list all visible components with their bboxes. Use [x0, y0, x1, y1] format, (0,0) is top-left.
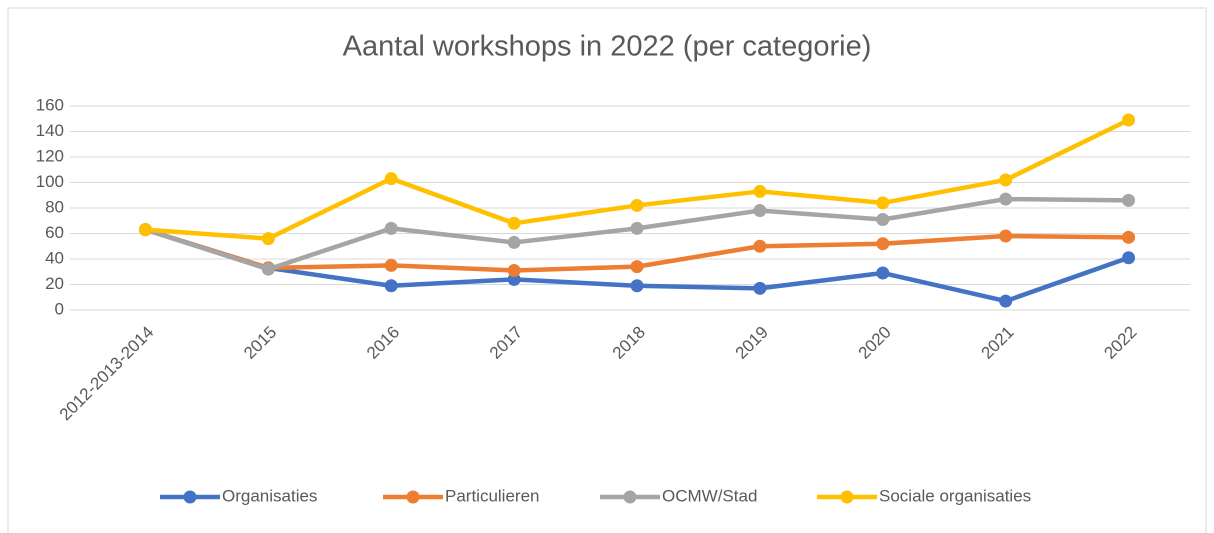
legend-label: Particulieren	[445, 486, 540, 505]
series-marker	[753, 239, 767, 253]
series-line	[145, 118, 1130, 241]
series-marker	[1122, 193, 1136, 207]
legend-label: Organisaties	[222, 486, 317, 505]
series-marker	[384, 258, 398, 272]
series-marker	[1122, 251, 1136, 265]
legend-label: OCMW/Stad	[662, 486, 757, 505]
series-marker	[630, 260, 644, 274]
y-tick-label: 80	[45, 197, 64, 216]
series-marker	[384, 279, 398, 293]
chart-title: Aantal workshops in 2022 (per categorie)	[343, 31, 872, 63]
series-marker	[261, 232, 275, 246]
y-tick-label: 40	[45, 248, 64, 267]
x-tick-label: 2018	[609, 323, 649, 363]
y-tick-label: 60	[45, 223, 64, 242]
x-tick-label: 2015	[240, 323, 280, 363]
series-marker	[876, 237, 890, 251]
series-marker	[507, 263, 521, 277]
series-marker	[753, 281, 767, 295]
series-marker	[630, 198, 644, 212]
x-tick-label: 2019	[732, 323, 772, 363]
chart-border	[7, 7, 1207, 533]
y-tick-label: 160	[36, 95, 64, 114]
series-marker	[507, 216, 521, 230]
legend-marker	[183, 490, 197, 504]
legend-marker	[406, 490, 420, 504]
legend-label: Sociale organisaties	[879, 486, 1031, 505]
series-marker	[1122, 113, 1136, 127]
series-marker	[384, 221, 398, 235]
series-marker	[753, 204, 767, 218]
x-tick-label: 2012-2013-2014	[56, 323, 158, 425]
series-marker	[999, 294, 1013, 308]
series-marker	[999, 173, 1013, 187]
y-tick-label: 20	[45, 274, 64, 293]
series-marker	[507, 235, 521, 249]
series-marker	[138, 223, 152, 237]
x-tick-label: 2020	[855, 323, 895, 363]
series-marker	[876, 196, 890, 210]
y-tick-label: 100	[36, 172, 64, 191]
series-marker	[507, 272, 521, 286]
series-marker	[630, 221, 644, 235]
series-marker	[999, 229, 1013, 243]
series-marker	[753, 184, 767, 198]
y-tick-label: 120	[36, 146, 64, 165]
series-marker	[630, 279, 644, 293]
x-tick-label: 2016	[363, 323, 403, 363]
x-tick-label: 2022	[1100, 323, 1140, 363]
series-marker	[1122, 230, 1136, 244]
series-marker	[999, 192, 1013, 206]
series-marker	[261, 262, 275, 276]
y-tick-label: 140	[36, 121, 64, 140]
series-marker	[876, 212, 890, 226]
legend-marker	[623, 490, 637, 504]
series-marker	[876, 266, 890, 280]
y-tick-label: 0	[55, 299, 64, 318]
x-tick-label: 2021	[977, 323, 1017, 363]
legend-marker	[840, 490, 854, 504]
x-tick-label: 2017	[486, 323, 526, 363]
series-marker	[384, 172, 398, 186]
